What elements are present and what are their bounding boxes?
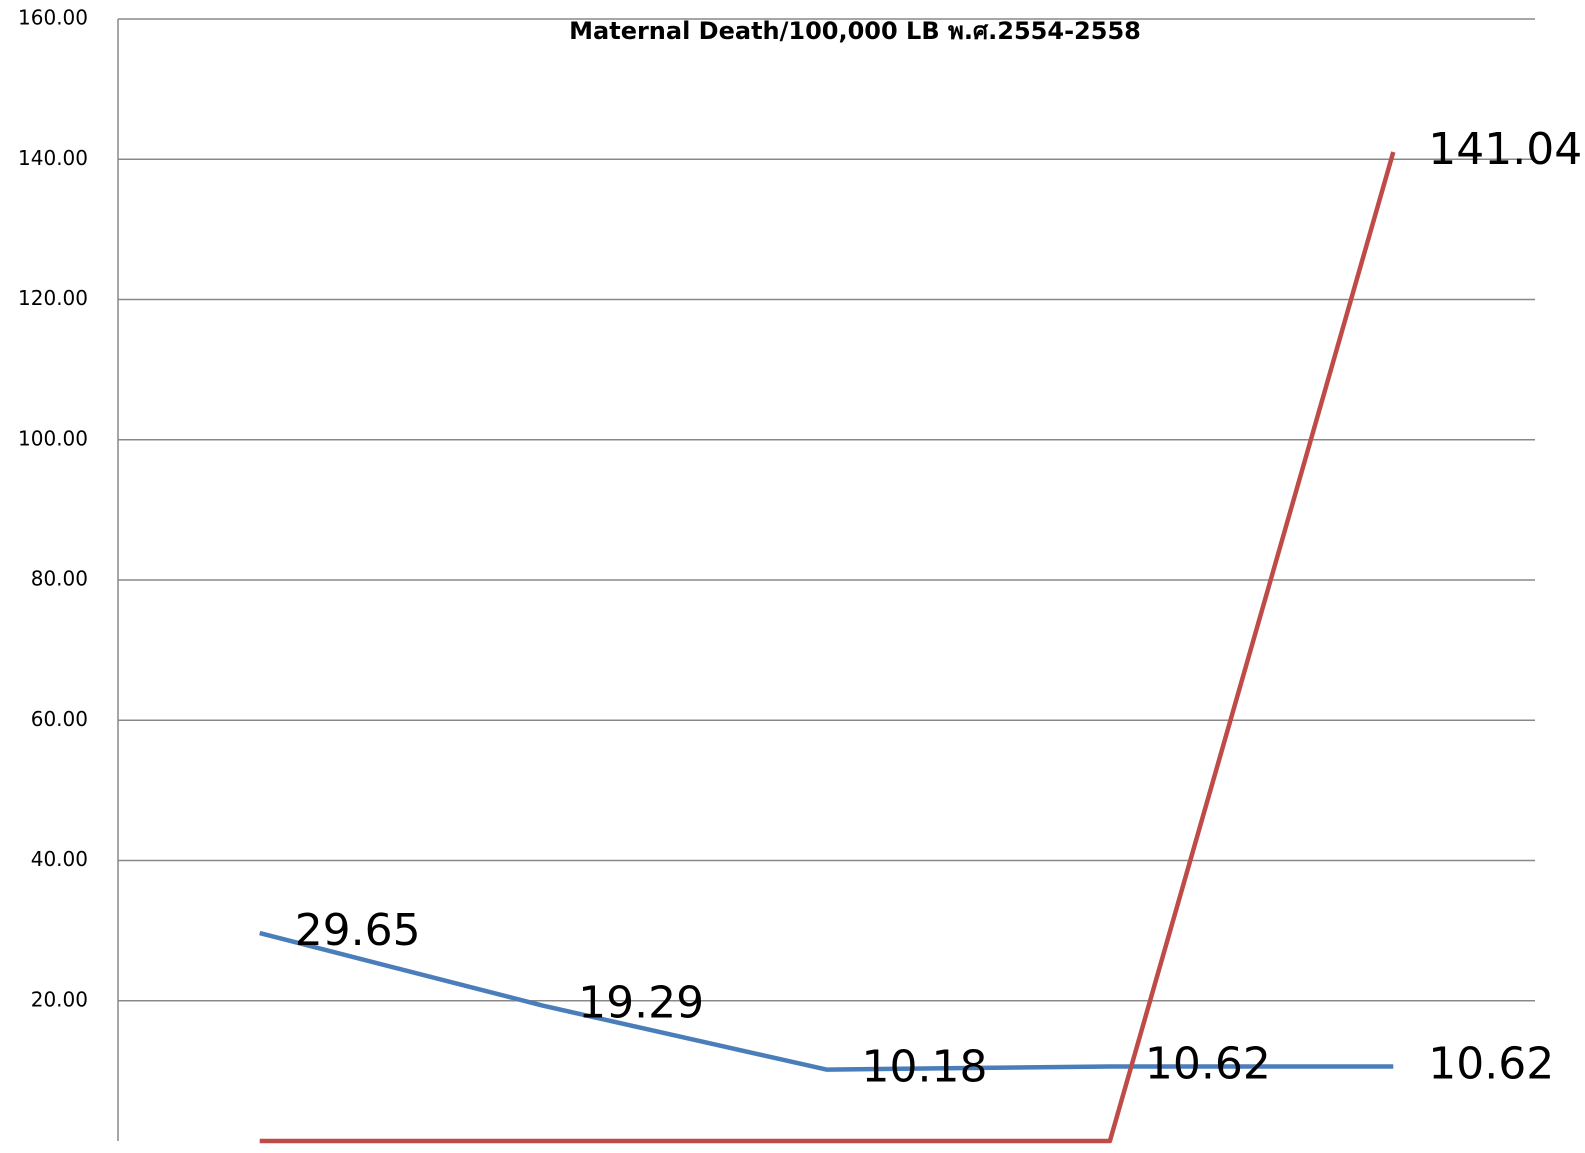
y-tick-label: 80.00	[31, 567, 88, 591]
y-tick-label: 40.00	[31, 847, 88, 871]
series-line	[259, 151, 1396, 1144]
data-label: 10.62	[1428, 1039, 1554, 1090]
data-label: 10.18	[862, 1042, 988, 1093]
y-tick-label: 60.00	[31, 707, 88, 731]
y-tick-label: 100.00	[18, 426, 88, 450]
data-label: 141.04	[1428, 124, 1582, 175]
data-label: 19.29	[578, 978, 704, 1029]
data-label: 10.62	[1145, 1039, 1271, 1090]
y-tick-label: 140.00	[18, 146, 88, 170]
y-tick-label: 160.00	[18, 6, 88, 30]
y-tick-label: 20.00	[31, 987, 88, 1011]
y-tick-label: 120.00	[18, 286, 88, 310]
series-line	[259, 930, 1394, 1072]
data-label: 29.65	[295, 905, 421, 956]
chart-title: Maternal Death/100,000 LB พ.ศ.2554-2558	[569, 17, 1141, 45]
